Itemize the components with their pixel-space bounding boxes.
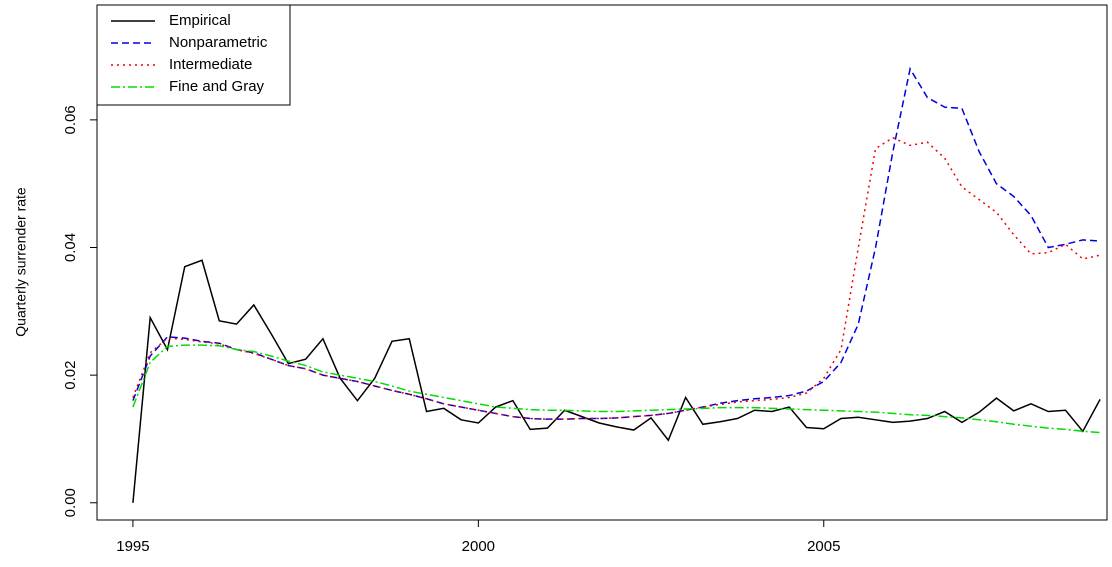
series-line <box>132 344 1101 434</box>
series-line <box>132 66 1101 420</box>
legend-label: Fine and Gray <box>169 78 265 95</box>
x-tick-label: 1995 <box>116 538 149 555</box>
y-tick-label: 0.06 <box>62 105 79 134</box>
legend-label: Empirical <box>169 12 231 29</box>
y-axis-label: Quarterly surrender rate <box>13 187 29 337</box>
series-line <box>132 136 1101 420</box>
y-tick-label: 0.02 <box>62 361 79 390</box>
series-line <box>132 259 1101 503</box>
legend-label: Intermediate <box>169 56 252 73</box>
plot-frame <box>96 4 1108 521</box>
x-tick-label: 2000 <box>462 538 495 555</box>
y-tick-label: 0.00 <box>62 488 79 517</box>
y-tick-label: 0.04 <box>62 233 79 262</box>
legend-label: Nonparametric <box>169 34 268 51</box>
x-tick-label: 2005 <box>807 538 840 555</box>
